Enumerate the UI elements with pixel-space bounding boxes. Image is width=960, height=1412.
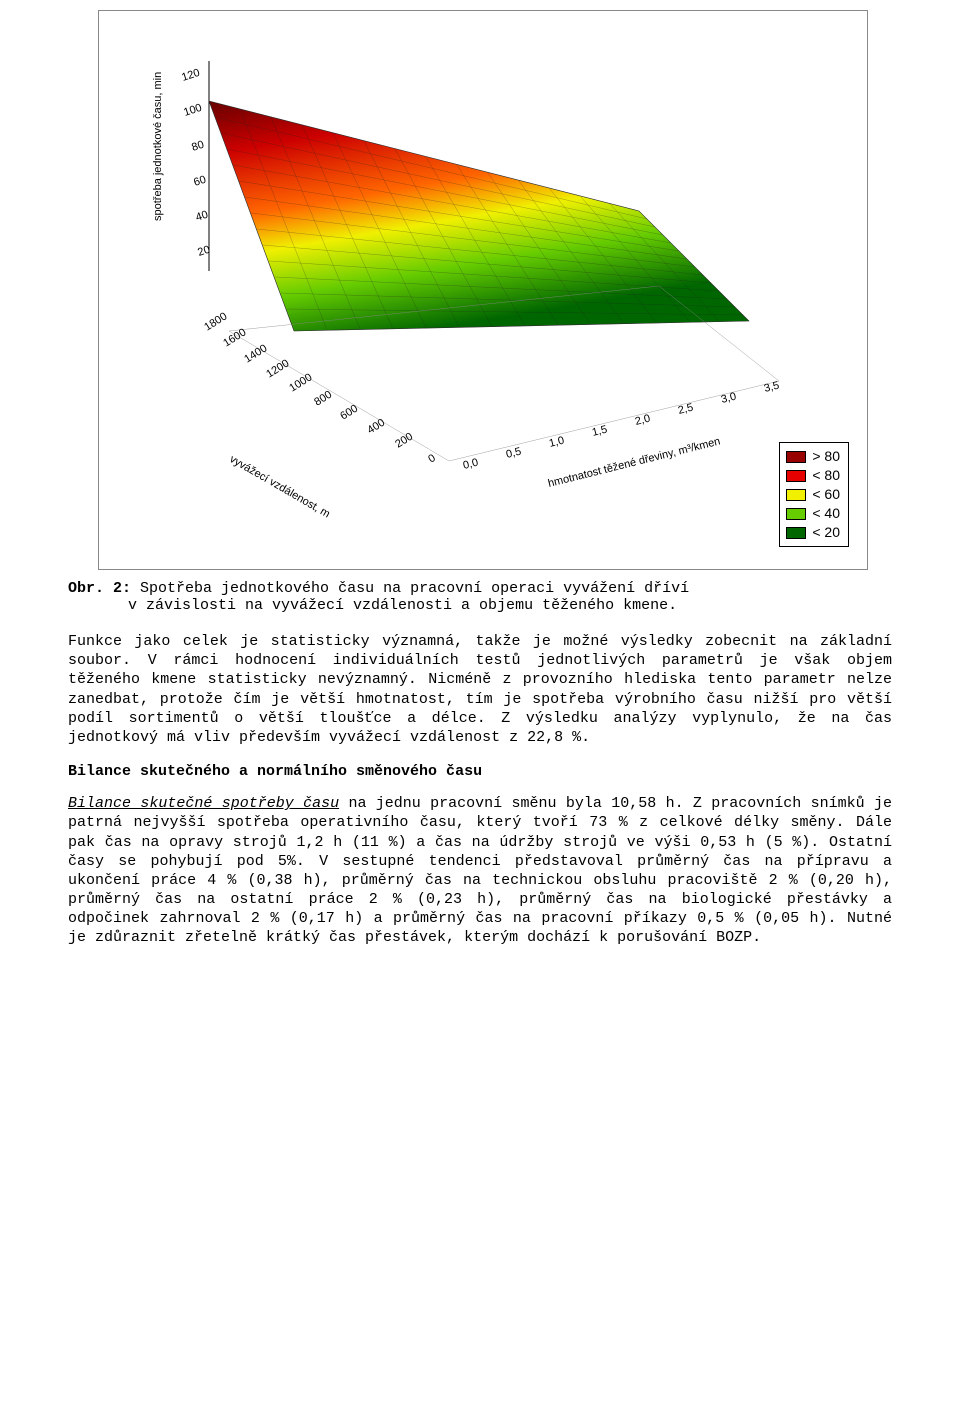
y-axis-label: vyvážecí vzdálenost, m: [228, 453, 332, 520]
legend-label: < 80: [812, 466, 840, 485]
surface-sheet: [209, 101, 749, 331]
legend-swatch: [786, 451, 806, 463]
svg-text:400: 400: [365, 417, 387, 437]
para2-body: na jednu pracovní směnu byla 10,58 h. Z …: [68, 795, 892, 946]
svg-text:0,5: 0,5: [505, 446, 523, 461]
svg-text:60: 60: [192, 174, 207, 189]
legend-label: > 80: [812, 447, 840, 466]
legend-label: < 60: [812, 485, 840, 504]
svg-text:600: 600: [338, 403, 360, 423]
para2-lead: Bilance skutečné spotřeby času: [68, 795, 339, 812]
x-axis-label: hmotnatost těžené dřeviny, m³/kmen: [547, 435, 722, 489]
legend-swatch: [786, 527, 806, 539]
svg-text:1600: 1600: [221, 326, 248, 349]
svg-text:40: 40: [194, 209, 209, 224]
legend-row: < 40: [786, 504, 840, 523]
legend-swatch: [786, 489, 806, 501]
svg-text:800: 800: [312, 389, 334, 409]
svg-text:100: 100: [182, 102, 203, 119]
svg-text:80: 80: [190, 139, 205, 154]
svg-text:1200: 1200: [264, 357, 291, 380]
svg-text:1,0: 1,0: [548, 435, 566, 450]
section-heading: Bilance skutečného a normálního směnovéh…: [68, 763, 892, 780]
x-axis-ticks: 0,0 0,5 1,0 1,5 2,0 2,5 3,0 3,5: [462, 380, 781, 472]
svg-text:1000: 1000: [287, 371, 314, 394]
figure-caption: Obr. 2: Spotřeba jednotkového času na pr…: [68, 580, 892, 614]
surface-3d-chart: 120 100 80 60 40 20 spotřeba jednotkové …: [98, 10, 868, 570]
svg-text:2,5: 2,5: [677, 402, 695, 417]
z-axis-ticks: 120 100 80 60 40 20: [180, 67, 211, 259]
chart-legend: > 80 < 80 < 60 < 40 < 20: [779, 442, 849, 547]
legend-row: > 80: [786, 447, 840, 466]
svg-text:0,0: 0,0: [462, 457, 480, 472]
legend-label: < 20: [812, 523, 840, 542]
caption-text-1: Spotřeba jednotkového času na pracovní o…: [140, 580, 689, 597]
svg-text:1800: 1800: [202, 310, 229, 333]
paragraph-2: Bilance skutečné spotřeby času na jednu …: [68, 794, 892, 948]
legend-swatch: [786, 508, 806, 520]
svg-text:200: 200: [393, 431, 415, 451]
legend-swatch: [786, 470, 806, 482]
svg-text:1400: 1400: [242, 342, 269, 365]
y-axis-ticks: 1800 1600 1400 1200 1000 800 600 400 200…: [202, 310, 438, 465]
legend-label: < 40: [812, 504, 840, 523]
svg-text:3,5: 3,5: [763, 380, 781, 395]
legend-row: < 80: [786, 466, 840, 485]
svg-text:1,5: 1,5: [591, 424, 609, 439]
caption-text-2: v závislosti na vyvážecí vzdálenosti a o…: [68, 597, 892, 614]
svg-text:2,0: 2,0: [634, 413, 652, 428]
svg-text:3,0: 3,0: [720, 391, 738, 406]
legend-row: < 20: [786, 523, 840, 542]
paragraph-1: Funkce jako celek je statisticky významn…: [68, 632, 892, 747]
surface-3d-svg: 120 100 80 60 40 20 spotřeba jednotkové …: [99, 11, 867, 569]
svg-text:0: 0: [426, 452, 438, 465]
svg-text:120: 120: [180, 67, 201, 84]
legend-row: < 60: [786, 485, 840, 504]
caption-label: Obr. 2:: [68, 580, 131, 597]
z-axis-label: spotřeba jednotkové času, min: [152, 72, 164, 221]
